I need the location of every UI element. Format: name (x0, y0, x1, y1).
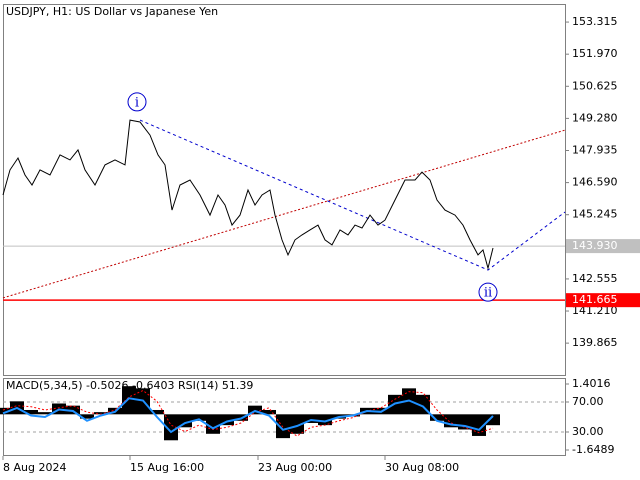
macd-bar (472, 414, 486, 436)
macd-bar (0, 407, 10, 415)
macd-bar (66, 405, 80, 415)
x-tick-label: 30 Aug 08:00 (385, 461, 459, 474)
macd-bar (192, 414, 206, 421)
price-label: 141.665 (572, 293, 618, 306)
wave-marker-label: i (135, 95, 139, 110)
indicator-title: MACD(5,34,5) -0.5026 -0.6403 RSI(14) 51.… (6, 379, 253, 392)
y-tick-label: 1.4016 (572, 377, 611, 390)
price-line-series (2, 119, 494, 271)
macd-bar (178, 414, 192, 428)
macd-bar (220, 414, 234, 426)
macd-bar (24, 409, 38, 415)
price-label-box (566, 293, 640, 308)
main-frame (3, 4, 566, 376)
wave-marker-ring (478, 282, 498, 302)
macd-bar (290, 414, 304, 434)
macd-bar (122, 386, 136, 415)
wave-marker-ring (127, 92, 147, 112)
y-tick-label: 146.590 (572, 176, 618, 189)
y-tick-label: 147.935 (572, 143, 618, 156)
chart-title: USDJPY, H1: US Dollar vs Japanese Yen (6, 5, 218, 18)
macd-bar (150, 409, 164, 415)
trend-line (139, 119, 566, 271)
y-tick-label: 141.210 (572, 304, 618, 317)
macd-bar (94, 412, 108, 415)
y-tick-label: 149.280 (572, 111, 618, 124)
y-tick-label: 151.970 (572, 47, 618, 60)
macd-bar (262, 409, 276, 415)
signal-line (2, 389, 494, 437)
trend-line (2, 129, 566, 299)
rsi-line (2, 397, 494, 434)
macd-bar (164, 414, 178, 441)
macd-bar (38, 412, 52, 415)
wave-marker-label: ii (484, 286, 492, 301)
macd-bar (304, 414, 318, 423)
macd-bar (80, 414, 94, 419)
macd-bar (276, 414, 290, 439)
y-tick-label: 150.625 (572, 79, 618, 92)
y-tick-label: -1.6489 (572, 443, 614, 456)
price-label: 143.930 (572, 239, 618, 252)
y-tick-label: 153.315 (572, 15, 618, 28)
y-tick-label: 145.245 (572, 208, 618, 221)
macd-bar (486, 414, 500, 426)
price-label-box (566, 239, 640, 254)
y2-tick-label: 70.00 (572, 395, 604, 408)
y2-tick-label: 30.00 (572, 425, 604, 438)
x-tick-label: 23 Aug 00:00 (258, 461, 332, 474)
x-tick-label: 8 Aug 2024 (3, 461, 66, 474)
y-tick-label: 142.555 (572, 272, 618, 285)
indicator-frame (3, 378, 566, 456)
y-tick-label: 139.865 (572, 336, 618, 349)
macd-bar (318, 414, 332, 426)
macd-bar (430, 414, 444, 421)
x-tick-label: 15 Aug 16:00 (130, 461, 204, 474)
